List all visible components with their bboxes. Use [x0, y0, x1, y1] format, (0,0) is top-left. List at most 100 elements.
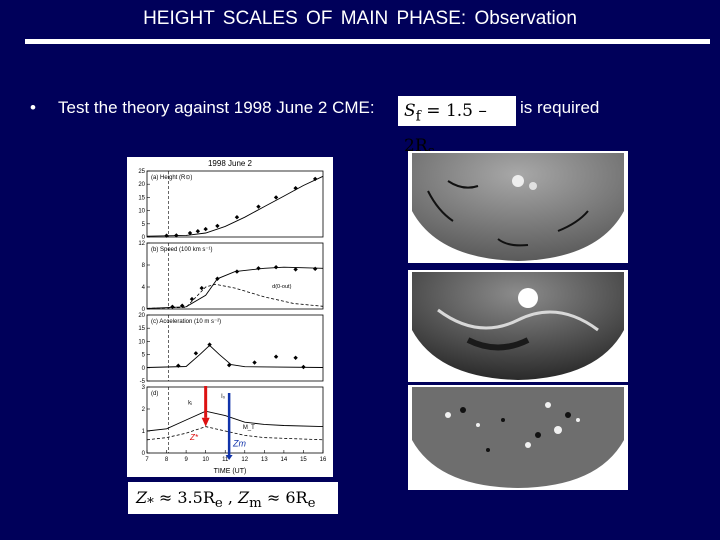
- data-point: [226, 362, 232, 368]
- sun-image-middle: [408, 270, 628, 382]
- data-point: [203, 226, 208, 232]
- cme-kinematics-figure: 1998 June 2 (a) Height (R⊙)0510152025(b)…: [127, 157, 333, 477]
- y-tick-label: 1: [142, 429, 146, 435]
- data-point: [193, 351, 199, 356]
- x-tick-label: 14: [281, 457, 288, 463]
- data-point: [252, 360, 257, 365]
- formula-separator: ,: [222, 488, 239, 507]
- zstar-value-sub: e: [214, 496, 223, 512]
- panel-frame: [146, 170, 324, 238]
- panel-label: (b) Speed (100 km s⁻¹): [151, 247, 213, 253]
- data-point: [273, 265, 279, 270]
- model-dashed-curve: [146, 283, 324, 309]
- zstar-label: Z*: [189, 433, 199, 442]
- y-tick-label: 4: [142, 285, 146, 291]
- y-tick-label: 0: [142, 307, 146, 313]
- figure-title: 1998 June 2: [208, 159, 253, 168]
- y-tick-label: 0: [142, 451, 146, 457]
- zm-value: ≈ 6R: [261, 488, 308, 507]
- height-scale-formula: Z* ≈ 3.5Re , Zm ≈ 6Re: [128, 482, 338, 514]
- y-tick-label: 2: [142, 407, 146, 413]
- y-tick-label: 20: [138, 182, 145, 188]
- mt-label: M_T: [243, 425, 255, 431]
- panel-label: (c) Acceleration (10 m s⁻²): [151, 319, 221, 325]
- data-point: [176, 363, 181, 368]
- x-tick-label: 11: [222, 457, 229, 463]
- data-point: [256, 204, 261, 209]
- data-point: [189, 296, 195, 302]
- y-tick-label: 3: [142, 385, 146, 391]
- bullet-text: Test the theory against 1998 June 2 CME:: [58, 98, 375, 117]
- y-tick-label: 15: [138, 195, 145, 201]
- x-tick-label: 10: [202, 457, 209, 463]
- data-point: [273, 354, 279, 359]
- y-tick-label: 15: [138, 326, 145, 332]
- kappa-label: kᵢ: [188, 401, 192, 407]
- data-point: [312, 176, 318, 182]
- x-tick-label: 16: [320, 457, 327, 463]
- panel-frame: [146, 386, 324, 454]
- zstar-arrowhead: [201, 417, 210, 427]
- zstar-sub: *: [147, 496, 154, 512]
- zm-arrowhead: [225, 455, 233, 460]
- dashed-curve-label: d(0-out): [272, 284, 291, 290]
- data-point: [234, 269, 240, 274]
- data-point: [195, 228, 201, 234]
- data-point: [256, 266, 261, 271]
- y-tick-label: 10: [138, 209, 145, 215]
- data-point: [293, 185, 298, 191]
- slide-title: HEIGHT SCALES OF MAIN PHASE: Observation: [143, 8, 577, 29]
- formula-sub: f: [415, 108, 421, 125]
- y-tick-label: 5: [142, 353, 146, 359]
- panel-label: (a) Height (R⊙): [151, 175, 192, 181]
- data-point: [234, 215, 240, 220]
- x-tick-label: 15: [300, 457, 307, 463]
- data-point: [301, 364, 306, 370]
- title-underline: [25, 39, 710, 44]
- y-tick-label: 25: [138, 169, 145, 175]
- zm-sub: m: [249, 496, 262, 512]
- data-point: [293, 355, 298, 360]
- x-tick-label: 9: [184, 457, 188, 463]
- model-solid-curve: [146, 344, 324, 368]
- data-point: [273, 195, 279, 200]
- x-tick-label: 8: [165, 457, 169, 463]
- model-solid-curve: [146, 266, 324, 309]
- data-point: [215, 223, 220, 229]
- data-point: [187, 230, 193, 236]
- y-tick-label: -5: [140, 379, 146, 385]
- panel-frame: [146, 314, 324, 382]
- y-tick-label: 0: [142, 366, 146, 372]
- data-point: [180, 303, 185, 308]
- data-point: [170, 304, 175, 309]
- x-tick-label: 7: [145, 457, 149, 463]
- y-tick-label: 5: [142, 222, 146, 228]
- zm-value-sub: e: [307, 496, 316, 512]
- data-point: [312, 266, 318, 272]
- shift-formula: Sf = 1.5 – 2Rs: [398, 96, 516, 160]
- zm-symbol: Z: [238, 488, 250, 507]
- y-tick-label: 8: [142, 263, 146, 269]
- bullet-line: • Test the theory against 1998 June 2 CME…: [30, 98, 375, 118]
- x-tick-label: 12: [241, 457, 248, 463]
- y-tick-label: 10: [138, 339, 145, 345]
- data-point: [215, 276, 220, 281]
- required-text: is required: [520, 98, 600, 117]
- y-tick-label: 12: [138, 241, 145, 247]
- data-point: [207, 342, 212, 347]
- l0-label: l₀: [221, 394, 225, 400]
- formula-symbol: S: [404, 101, 416, 121]
- bullet-dot: •: [30, 98, 36, 117]
- sun-image-bottom: [408, 385, 628, 490]
- fit-curve: [146, 175, 324, 237]
- zstar-symbol: Z: [136, 488, 148, 507]
- data-point: [174, 233, 179, 238]
- model-solid-curve: [146, 410, 324, 432]
- panel-label: (d): [151, 391, 158, 397]
- data-point: [164, 233, 169, 238]
- x-tick-label: 13: [261, 457, 268, 463]
- sun-image-top: [408, 151, 628, 263]
- model-dashed-curve: [146, 426, 324, 441]
- figure-xlabel: TIME (UT): [214, 468, 247, 475]
- y-tick-label: 0: [142, 235, 146, 241]
